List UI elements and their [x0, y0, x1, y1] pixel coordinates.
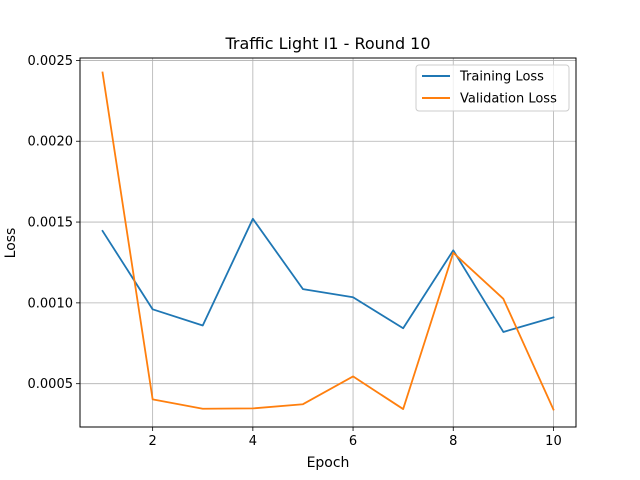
series-line-training-loss: [101, 217, 555, 333]
grid-lines: [80, 58, 576, 427]
y-tick-label: 0.0005: [28, 377, 74, 392]
plot-area: [80, 58, 576, 427]
series-lines: [101, 71, 555, 411]
y-tick-label: 0.0025: [28, 54, 74, 69]
x-tick-label: 10: [545, 434, 562, 449]
x-tick-label: 6: [349, 434, 357, 449]
series-line-validation-loss: [101, 71, 555, 411]
x-axis-title: Epoch: [307, 455, 350, 471]
y-axis-title: Loss: [3, 228, 19, 259]
y-tick-label: 0.0010: [28, 296, 74, 311]
legend-box: [415, 64, 570, 112]
x-tick-label: 4: [249, 434, 257, 449]
x-tick-label: 8: [449, 434, 457, 449]
plot-frame: [79, 57, 577, 428]
y-tick-label: 0.0020: [28, 135, 74, 150]
legend-label-training: Training Loss: [459, 70, 544, 85]
chart-title: Traffic Light I1 - Round 10: [224, 34, 430, 53]
legend-label-validation: Validation Loss: [460, 92, 557, 107]
axis-ticks: 2 4 6 8 10 0.0005 0.0010 0.0015 0.0020 0.0025: [28, 54, 562, 449]
x-tick-label: 2: [149, 434, 157, 449]
legend: Training Loss Validation Loss: [415, 64, 570, 112]
y-tick-label: 0.0015: [28, 216, 74, 231]
